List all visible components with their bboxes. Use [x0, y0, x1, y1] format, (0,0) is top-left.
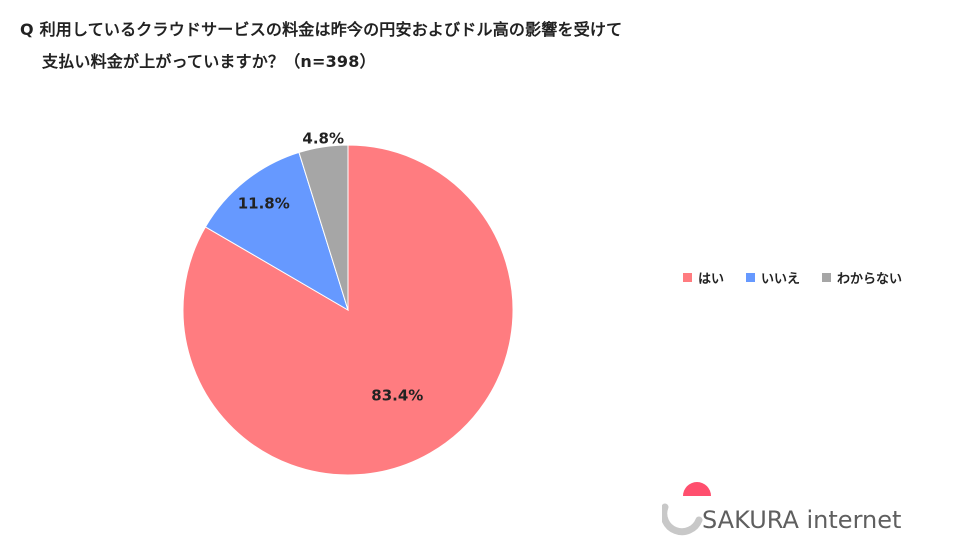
pie-label-yes: 83.4%	[371, 386, 423, 404]
legend-item-yes: はい	[683, 268, 724, 287]
legend-label-no: いいえ	[761, 272, 801, 287]
pie-slice-unknown	[298, 144, 349, 311]
pie-slice-no	[204, 151, 349, 312]
legend-swatch-unknown	[822, 273, 832, 282]
legend-item-unknown: わからない	[822, 268, 902, 287]
title-line-1: Q 利用しているクラウドサービスの料金は昨今の円安およびドル高の影響を受けて	[20, 20, 623, 39]
pie-slice-yes	[182, 144, 514, 476]
sakura-internet-logo: SAKURA internet	[662, 480, 962, 540]
legend-label-unknown: わからない	[837, 272, 903, 287]
legend-swatch-yes	[683, 273, 692, 282]
legend-label-yes: はい	[698, 272, 725, 287]
logo-text: SAKURA internet	[702, 506, 902, 534]
chart-title: Q 利用しているクラウドサービスの料金は昨今の円安およびドル高の影響を受けて 支…	[20, 14, 622, 78]
legend: はい いいえ わからない	[683, 268, 924, 287]
legend-item-no: いいえ	[746, 268, 800, 287]
sakura-logo-icon	[662, 482, 711, 536]
legend-swatch-no	[746, 273, 756, 282]
pie-label-no: 11.8%	[238, 195, 290, 213]
pie-label-unknown: 4.8%	[302, 129, 344, 147]
title-line-2: 支払い料金が上がっていますか？（n=398）	[42, 52, 376, 71]
